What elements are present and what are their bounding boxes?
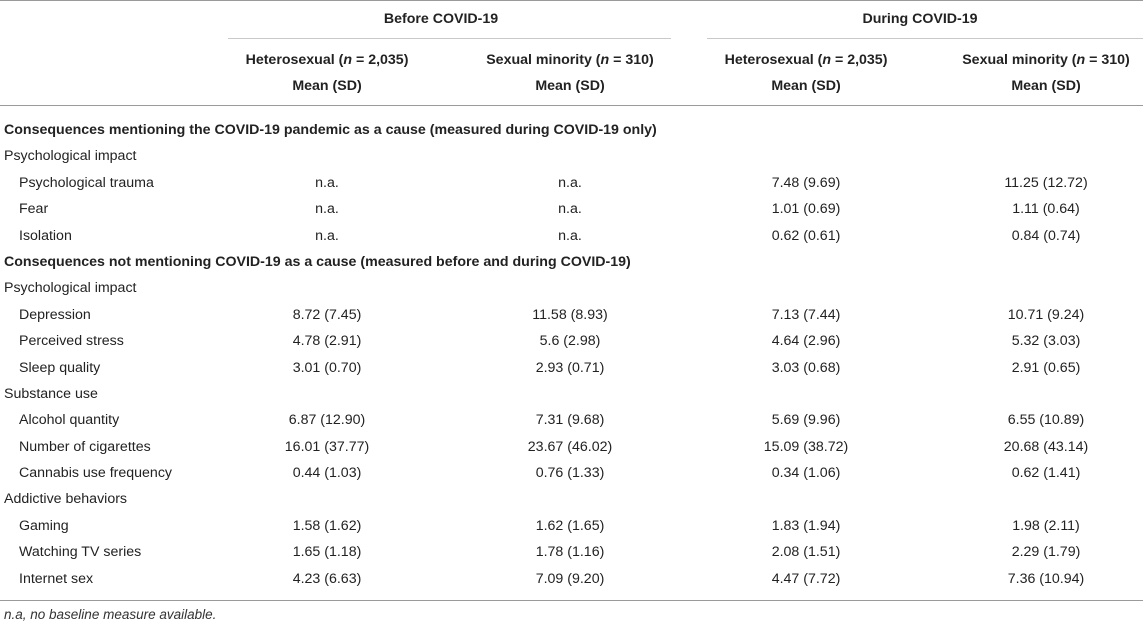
- table-cell: n.a.: [315, 228, 339, 244]
- table-cell: 0.44 (1.03): [292, 465, 362, 481]
- group-label: Psychological impact: [4, 280, 137, 296]
- table-cell: 20.68 (43.14): [1003, 439, 1089, 455]
- table-cell: n.a.: [558, 201, 582, 217]
- table-cell: 7.31 (9.68): [535, 412, 605, 428]
- row-label: Depression: [19, 307, 91, 323]
- row-label: Psychological trauma: [19, 175, 154, 191]
- table-cell: 6.55 (10.89): [1007, 412, 1085, 428]
- table-cell: 7.13 (7.44): [771, 307, 841, 323]
- table-cell: 3.01 (0.70): [292, 360, 362, 376]
- group-header-before: Before COVID-19: [383, 11, 499, 27]
- table-cell: 2.08 (1.51): [771, 544, 841, 560]
- table-cell: 10.71 (9.24): [1007, 307, 1085, 323]
- col-subheader-mean-sd: Mean (SD): [771, 78, 841, 94]
- table-top-rule: [0, 0, 1143, 1]
- table-cell: 0.34 (1.06): [771, 465, 841, 481]
- table-cell: 6.87 (12.90): [288, 412, 366, 428]
- table-cell: 2.93 (0.71): [535, 360, 605, 376]
- table-cell: 11.25 (12.72): [1004, 175, 1088, 191]
- table-cell: 1.65 (1.18): [292, 544, 362, 560]
- table-cell: 0.62 (0.61): [771, 228, 841, 244]
- col-subheader-mean-sd: Mean (SD): [1011, 78, 1081, 94]
- col-subheader-mean-sd: Mean (SD): [535, 78, 605, 94]
- table-cell: n.a.: [558, 175, 582, 191]
- table-cell: 7.36 (10.94): [1007, 571, 1085, 587]
- table-cell: 1.83 (1.94): [771, 518, 841, 534]
- table-cell: 8.72 (7.45): [292, 307, 362, 323]
- table-cell: 15.09 (38.72): [763, 439, 849, 455]
- group-header-during: During COVID-19: [862, 11, 978, 27]
- table-cell: 1.78 (1.16): [535, 544, 605, 560]
- table-footnote: n.a, no baseline measure available.: [4, 607, 217, 622]
- group-label: Addictive behaviors: [4, 491, 128, 507]
- col-header-before-hetero: Heterosexual (n = 2,035): [245, 52, 409, 68]
- table-cell: 4.64 (2.96): [771, 333, 841, 349]
- table-cell: 4.78 (2.91): [292, 333, 362, 349]
- row-label: Alcohol quantity: [19, 412, 120, 428]
- table-cell: 7.09 (9.20): [535, 571, 605, 587]
- row-label: Isolation: [19, 228, 72, 244]
- table-cell: 1.62 (1.65): [535, 518, 605, 534]
- table-cell: 4.23 (6.63): [292, 571, 362, 587]
- table-cell: 3.03 (0.68): [771, 360, 841, 376]
- table-cell: 7.48 (9.69): [771, 175, 841, 191]
- table-cell: 1.98 (2.11): [1012, 518, 1080, 534]
- section-title: Consequences not mentioning COVID-19 as …: [4, 254, 631, 270]
- col-header-during-hetero: Heterosexual (n = 2,035): [724, 52, 888, 68]
- col-header-during-minority: Sexual minority (n = 310): [962, 52, 1130, 68]
- table-cell: n.a.: [315, 201, 339, 217]
- col-subheader-mean-sd: Mean (SD): [292, 78, 362, 94]
- col-header-before-minority: Sexual minority (n = 310): [486, 52, 654, 68]
- row-label: Internet sex: [19, 571, 94, 587]
- table-cell: 0.62 (1.41): [1011, 465, 1081, 481]
- group-label: Substance use: [4, 386, 98, 402]
- table-cell: 0.76 (1.33): [535, 465, 605, 481]
- table-cell: 1.11 (0.64): [1012, 201, 1080, 217]
- row-label: Perceived stress: [19, 333, 124, 349]
- table-cell: 23.67 (46.02): [527, 439, 613, 455]
- row-label: Number of cigarettes: [19, 439, 151, 455]
- row-label: Sleep quality: [19, 360, 101, 376]
- table-cell: 2.29 (1.79): [1011, 544, 1081, 560]
- row-label: Fear: [19, 201, 49, 217]
- before-group-rule: [228, 38, 671, 39]
- table-cell: 5.69 (9.96): [771, 412, 841, 428]
- header-bottom-rule: [0, 105, 1143, 106]
- group-label: Psychological impact: [4, 148, 137, 164]
- table-cell: n.a.: [558, 228, 582, 244]
- row-label: Gaming: [19, 518, 69, 534]
- table-cell: 5.32 (3.03): [1011, 333, 1081, 349]
- table-bottom-rule: [0, 600, 1143, 601]
- table-cell: 11.58 (8.93): [532, 307, 608, 323]
- table-cell: 4.47 (7.72): [771, 571, 841, 587]
- table-cell: 16.01 (37.77): [284, 439, 370, 455]
- table-cell: 0.84 (0.74): [1011, 228, 1081, 244]
- table-cell: 5.6 (2.98): [539, 333, 601, 349]
- table-cell: 1.01 (0.69): [771, 201, 841, 217]
- table-cell: 2.91 (0.65): [1011, 360, 1081, 376]
- table-cell: n.a.: [315, 175, 339, 191]
- row-label: Cannabis use frequency: [19, 465, 173, 481]
- row-label: Watching TV series: [19, 544, 142, 560]
- during-group-rule: [707, 38, 1143, 39]
- table-cell: 1.58 (1.62): [292, 518, 362, 534]
- section-title: Consequences mentioning the COVID-19 pan…: [4, 122, 657, 138]
